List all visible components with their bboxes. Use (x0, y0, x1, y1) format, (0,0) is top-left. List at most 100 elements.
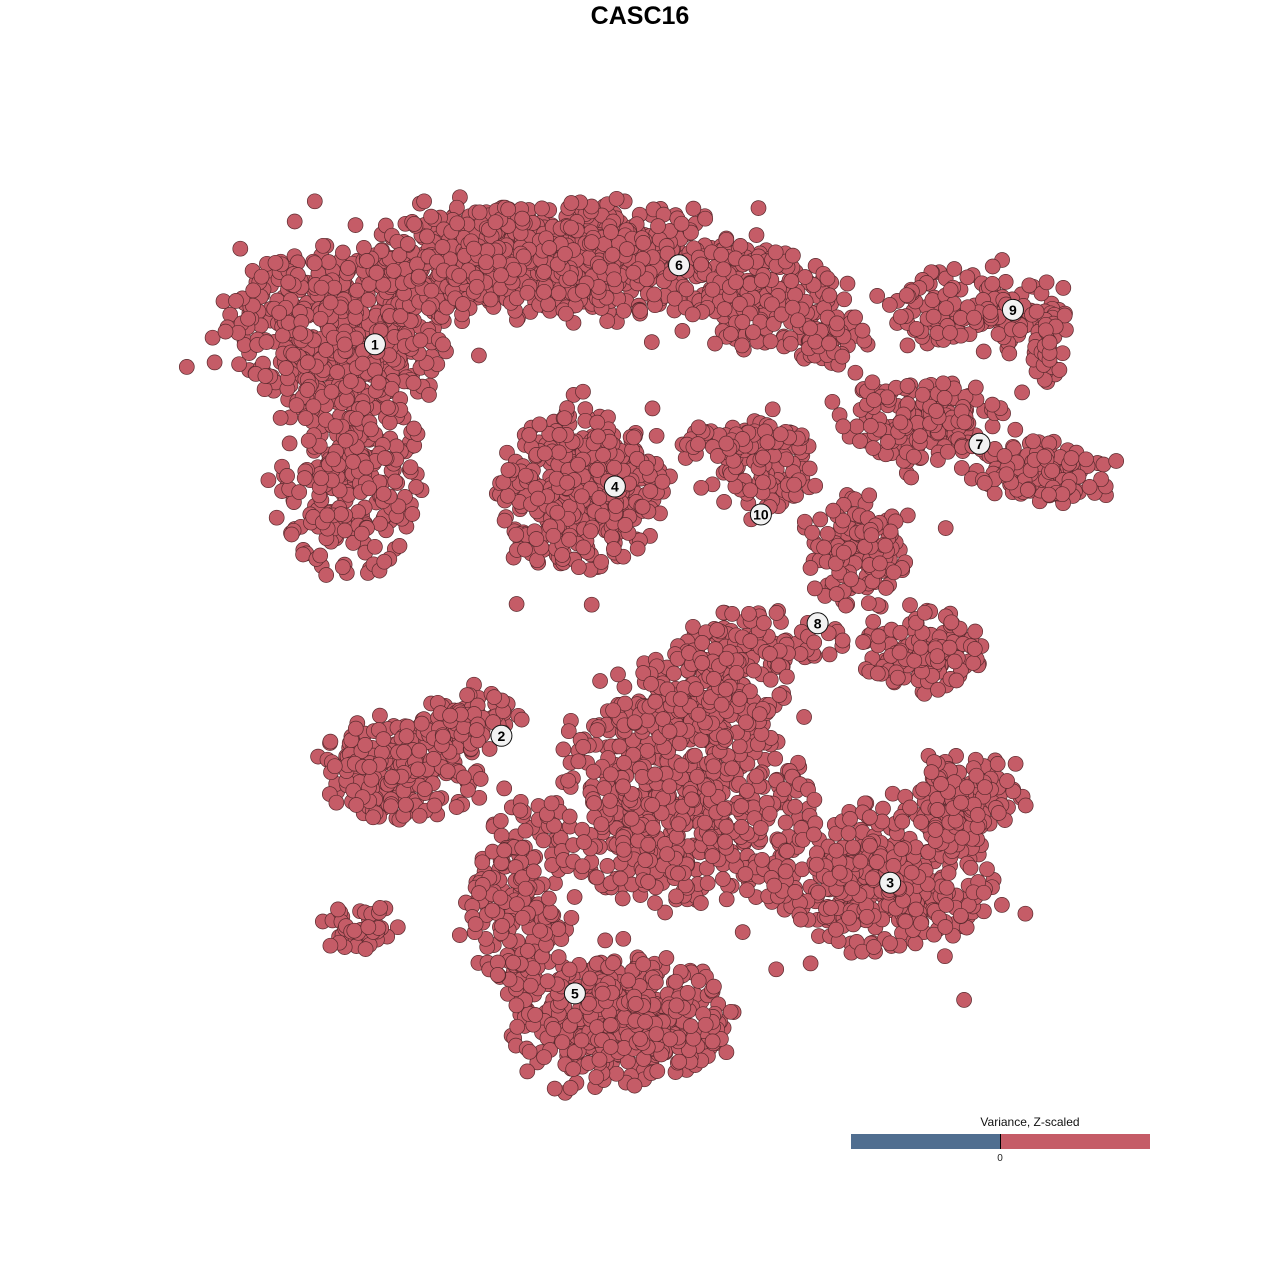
data-point (658, 950, 675, 966)
data-point (635, 235, 652, 251)
data-point (442, 707, 458, 724)
data-point (825, 502, 842, 519)
data-point (589, 462, 606, 478)
data-point (328, 794, 345, 811)
data-point (762, 646, 778, 662)
data-point (550, 921, 567, 937)
data-point (360, 292, 377, 308)
data-point (471, 347, 487, 364)
data-point (673, 215, 690, 232)
data-point (956, 414, 973, 431)
data-point (361, 759, 378, 775)
data-point (879, 389, 896, 406)
data-point (1036, 448, 1053, 465)
data-point (285, 346, 302, 363)
data-point (575, 383, 591, 400)
data-point (514, 210, 531, 227)
data-point (855, 634, 871, 650)
data-point (315, 237, 331, 254)
data-point (517, 822, 534, 839)
data-point (891, 644, 908, 661)
data-point (541, 240, 558, 256)
data-point (925, 308, 942, 325)
data-point (1055, 280, 1072, 296)
data-point (650, 218, 666, 234)
data-point (996, 448, 1013, 464)
data-point (767, 244, 784, 261)
data-point (952, 310, 969, 326)
data-point (297, 410, 314, 427)
data-point (821, 646, 838, 663)
data-point (693, 479, 710, 496)
data-point (410, 268, 427, 285)
data-point (834, 632, 851, 649)
data-point (348, 797, 365, 813)
data-point (385, 262, 402, 279)
data-point (383, 798, 399, 815)
data-point (375, 485, 392, 502)
data-point (984, 396, 1001, 413)
data-point (439, 763, 456, 780)
data-point (865, 440, 882, 456)
data-point (525, 863, 542, 880)
data-point (704, 1033, 721, 1050)
data-point (376, 553, 393, 570)
data-point (1014, 384, 1030, 401)
data-point (257, 368, 274, 384)
data-point (272, 410, 289, 426)
data-point (554, 547, 570, 563)
data-point (267, 254, 284, 271)
data-point (748, 227, 765, 243)
data-point (946, 261, 963, 277)
data-point (865, 613, 882, 630)
data-point (217, 323, 234, 340)
data-point (387, 473, 404, 490)
data-point (882, 523, 899, 540)
data-point (836, 291, 853, 308)
data-point (319, 507, 336, 524)
data-point (734, 337, 750, 354)
data-point (342, 373, 359, 389)
data-point (334, 559, 351, 575)
data-point (421, 387, 437, 403)
data-point (391, 538, 408, 554)
data-point (451, 267, 468, 284)
data-point (718, 1044, 735, 1061)
data-point (889, 669, 906, 686)
data-point (646, 286, 663, 303)
data-point (245, 282, 262, 299)
data-point (562, 1080, 579, 1096)
data-point (716, 301, 733, 317)
data-point (435, 728, 451, 745)
data-point (359, 253, 375, 269)
data-point (178, 359, 195, 375)
data-point (1041, 334, 1058, 351)
data-point (718, 435, 735, 452)
data-point (930, 681, 946, 698)
data-point (363, 421, 379, 438)
data-point (642, 483, 659, 499)
data-point (295, 546, 311, 563)
data-point (603, 224, 619, 240)
data-point (783, 273, 800, 289)
data-point (807, 333, 824, 350)
data-point (667, 973, 684, 990)
data-point (412, 332, 429, 349)
data-point (322, 937, 339, 954)
data-point (472, 771, 489, 787)
data-point (975, 343, 992, 360)
data-point (406, 420, 422, 437)
data-point (709, 622, 725, 638)
data-point (762, 333, 779, 350)
data-point (806, 634, 823, 651)
data-point (534, 200, 550, 217)
data-point (496, 842, 513, 859)
data-point (764, 401, 781, 418)
data-point (648, 974, 664, 991)
data-point (606, 271, 623, 288)
data-point (929, 648, 946, 665)
data-point (573, 488, 590, 505)
data-point (801, 460, 818, 477)
data-point (329, 364, 346, 380)
data-point (1025, 433, 1041, 450)
